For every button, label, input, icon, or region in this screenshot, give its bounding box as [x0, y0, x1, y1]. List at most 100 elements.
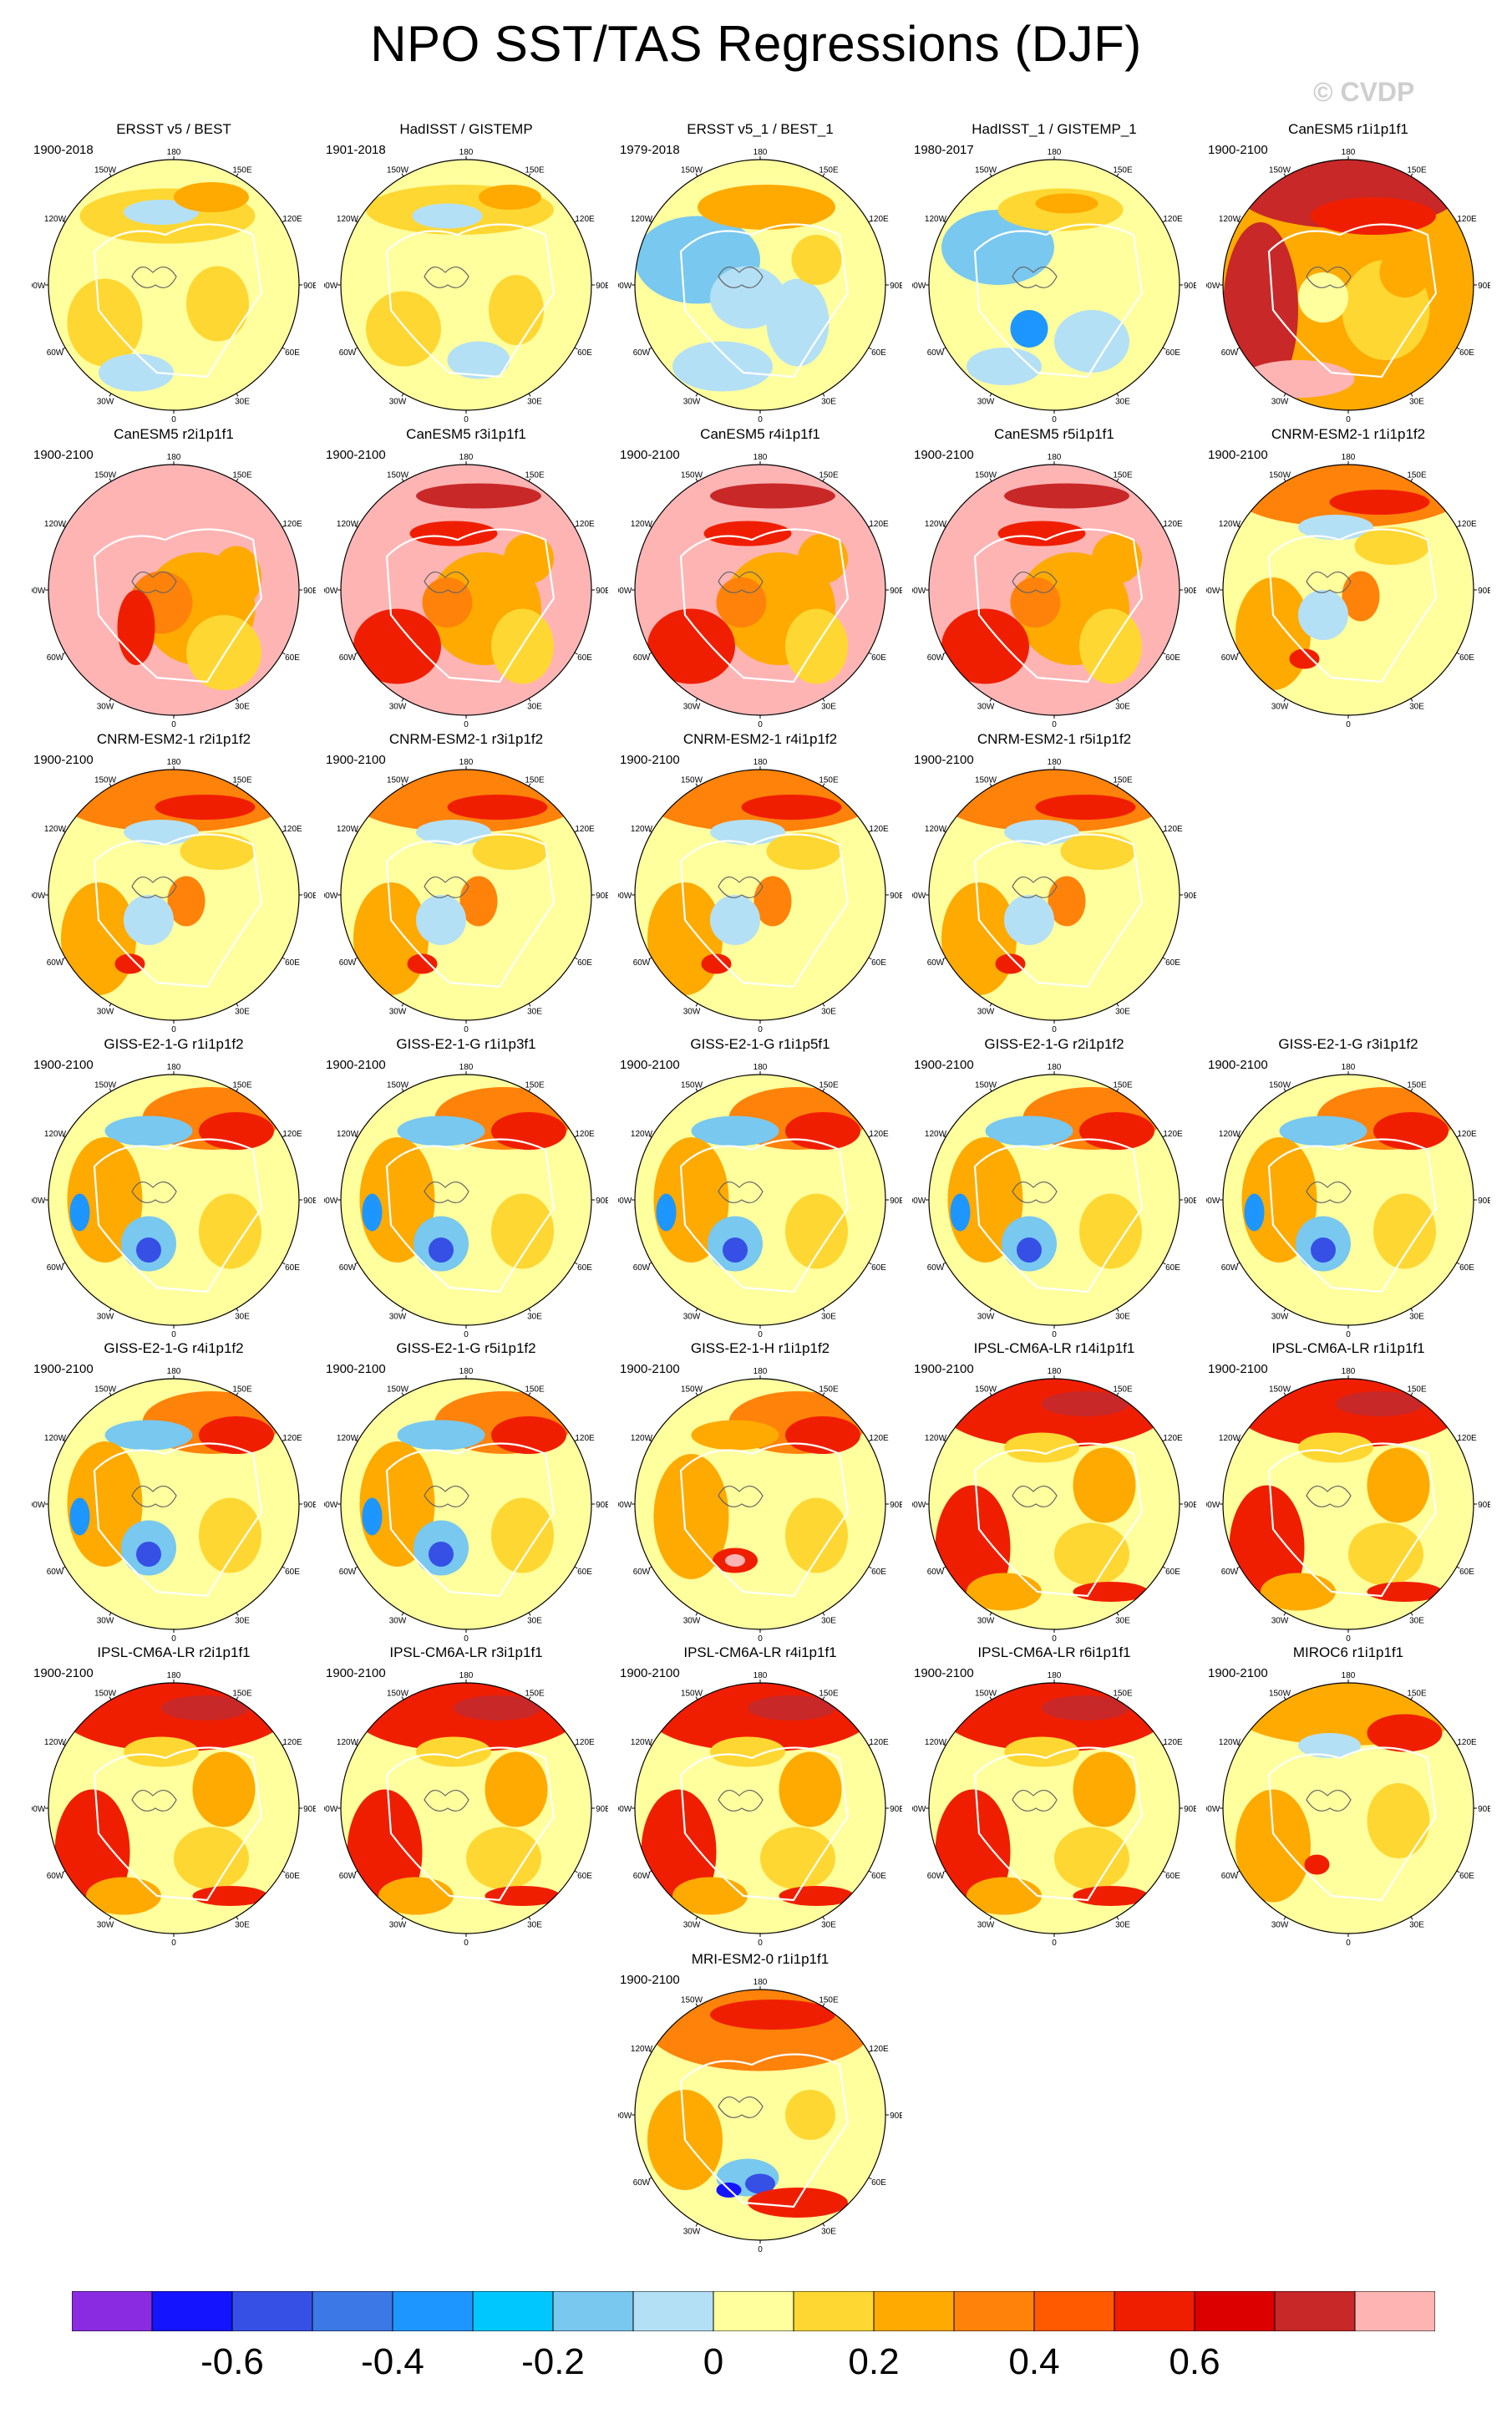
lon-label: 60E [285, 348, 300, 358]
contour-region [779, 1886, 855, 1906]
lon-label: 60E [871, 653, 886, 663]
lon-label: 120E [869, 215, 889, 224]
coastline [1267, 1746, 1438, 1902]
lon-label: 60W [1221, 1872, 1239, 1881]
colorbar-swatch [1354, 2291, 1435, 2331]
colorbar-swatch [472, 2291, 554, 2331]
colorbar-swatch [231, 2291, 313, 2331]
lon-label: 30E [235, 1921, 250, 1930]
panel-title: MRI-ESM2-0 r1i1p1f1 [691, 1951, 830, 1967]
arctic-islands [131, 1486, 177, 1507]
coastline [93, 1442, 263, 1598]
lon-label: 120E [1457, 215, 1477, 224]
coastline [93, 223, 263, 379]
lon-label: 120W [44, 520, 67, 529]
polar-map: 180 150W 150E 120W 120E 90W 90E 60W 60E 30W 30E 0 [912, 1367, 1196, 1644]
contour-region [716, 577, 767, 628]
lon-label: 120W [44, 1738, 67, 1747]
lon-label: 60W [633, 958, 651, 968]
contour-region [1241, 360, 1355, 398]
map-panel: GISS-E2-1-H r1i1p1f2 1900-2100 180 150W 150E… [618, 1340, 902, 1649]
contour-region [1298, 272, 1348, 323]
contour-region [691, 1116, 779, 1146]
panel-title: IPSL-CM6A-LR r4i1p1f1 [683, 1644, 837, 1660]
lon-label: 0 [1052, 1330, 1057, 1339]
polar-map: 180 150W 150E 120W 120E 90W 90E 60W 60E 30W 30E 0 [324, 1367, 608, 1644]
contour-region [1073, 1886, 1149, 1906]
polar-map: 180 150W 150E 120W 120E 90W 90E 60W 60E 30W 30E 0 [618, 758, 902, 1034]
lon-label: 150W [681, 1689, 703, 1698]
lon-label: 150W [681, 165, 703, 175]
watermark: © CVDP [1313, 77, 1415, 107]
contour-region [1298, 590, 1348, 640]
panel-years: 1900-2100 [914, 1362, 974, 1376]
lon-label: 150E [525, 775, 545, 785]
lon-label: 90E [596, 587, 608, 596]
lon-label: 0 [1346, 720, 1351, 729]
panel-title: CanESM5 r2i1p1f1 [114, 426, 234, 442]
lon-label: 30W [683, 398, 701, 407]
contour-region [136, 1542, 161, 1567]
coastline [93, 833, 263, 988]
lon-label: 30E [527, 1921, 542, 1930]
lon-label: 150E [819, 165, 839, 175]
contour-region [1235, 1789, 1311, 1903]
arctic-islands [718, 572, 764, 593]
panel-years: 1900-2100 [326, 1666, 386, 1680]
lon-label: 90E [303, 1197, 316, 1206]
arctic-islands [718, 1182, 764, 1203]
contour-region [359, 1441, 435, 1567]
lon-label: 180 [1342, 1671, 1356, 1680]
polar-map: 180 150W 150E 120W 120E 90W 90E 60W 60E 30W 30E 0 [32, 1367, 316, 1644]
colorbar-swatch [552, 2291, 634, 2331]
contour-region [192, 1751, 256, 1827]
lon-label: 30W [977, 398, 995, 407]
contour-region [1010, 310, 1048, 348]
coastline [385, 1746, 556, 1902]
lon-label: 30E [821, 2228, 836, 2237]
lon-label: 150W [681, 775, 703, 785]
lon-label: 120E [575, 825, 595, 834]
map-panel: GISS-E2-1-G r5i1p1f2 1900-2100 180 150W 150E… [324, 1340, 608, 1649]
lon-label: 30E [527, 703, 542, 712]
lon-label: 120E [1457, 520, 1477, 529]
panel-years: 1900-2100 [33, 1362, 94, 1376]
lon-label: 90W [618, 587, 632, 596]
lon-label: 120W [337, 825, 359, 834]
colorbar-swatch [392, 2291, 474, 2331]
lon-label: 60W [633, 1263, 651, 1273]
contour-region [359, 1137, 435, 1263]
map-panel: CNRM-ESM2-1 r3i1p1f2 1900-2100 180 150W 150E… [324, 731, 608, 1040]
panel-title: ERSST v5_1 / BEST_1 [687, 121, 834, 137]
map-panel: GISS-E2-1-G r4i1p1f2 1900-2100 180 150W 150E… [32, 1340, 316, 1649]
contour-region [785, 1193, 848, 1269]
coastline [679, 1442, 850, 1598]
lon-label: 60W [1221, 1263, 1239, 1273]
contour-region [104, 1420, 193, 1451]
lon-label: 60E [577, 1872, 592, 1881]
panel-years: 1980-2017 [914, 143, 974, 157]
arctic-islands [131, 1182, 177, 1203]
lon-label: 180 [167, 453, 181, 462]
lon-label: 60W [47, 1872, 64, 1881]
panel-title: IPSL-CM6A-LR r14i1p1f1 [973, 1340, 1135, 1356]
colorbar [72, 2291, 1435, 2331]
lon-label: 30E [527, 1313, 542, 1322]
panel-title: CNRM-ESM2-1 r2i1p1f2 [96, 731, 251, 747]
contour-region [997, 521, 1086, 546]
lon-label: 0 [758, 720, 763, 729]
lon-label: 0 [464, 1939, 469, 1948]
lon-label: 120W [631, 1738, 653, 1747]
map-panel: MRI-ESM2-0 r1i1p1f1 1900-2100 180 150W 150E 1… [618, 1951, 902, 2260]
coastline [385, 833, 556, 988]
map-panel: CNRM-ESM2-1 r4i1p1f2 1900-2100 180 150W 150E… [618, 731, 902, 1040]
contour-region [710, 266, 785, 329]
lon-label: 120E [575, 215, 595, 224]
polar-map: 180 150W 150E 120W 120E 90W 90E 60W 60E 30W 30E 0 [1206, 1063, 1490, 1339]
lon-label: 180 [1048, 1671, 1062, 1680]
lon-label: 120W [631, 1434, 653, 1443]
contour-region [186, 266, 249, 342]
lon-label: 0 [1346, 1939, 1351, 1948]
contour-region [1342, 571, 1380, 622]
contour-region [99, 353, 174, 392]
